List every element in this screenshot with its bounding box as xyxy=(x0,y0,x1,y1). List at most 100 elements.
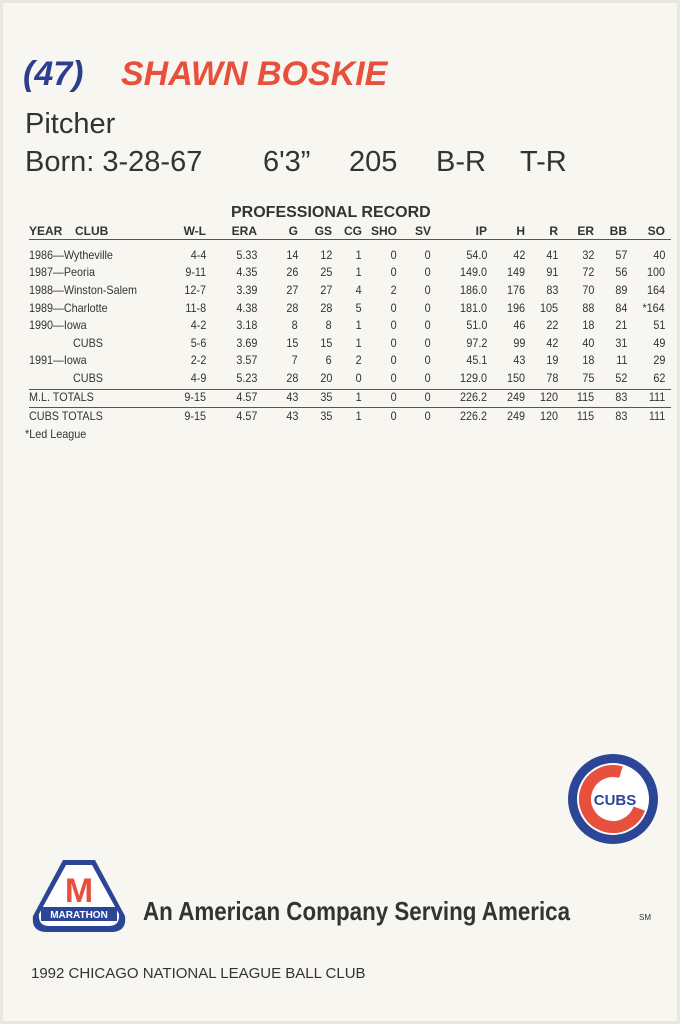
bats: B-R xyxy=(436,146,486,178)
column-header: BB xyxy=(609,224,627,238)
cell: 1 xyxy=(355,248,362,262)
cell: 42 xyxy=(545,336,558,350)
cell: 70 xyxy=(581,283,594,297)
cell: 1 xyxy=(355,409,362,423)
cell: 83 xyxy=(545,283,558,297)
cell: 6 xyxy=(325,353,332,367)
cell: 7 xyxy=(291,353,298,367)
cell: 91 xyxy=(545,265,558,279)
cell: 43 xyxy=(285,409,298,423)
cell: 12 xyxy=(319,248,332,262)
row-label: CUBS xyxy=(73,336,104,350)
footer: 1992 CHICAGO NATIONAL LEAGUE BALL CLUB xyxy=(31,965,366,982)
height: 6'3” xyxy=(263,146,311,178)
cell: 20 xyxy=(319,371,332,385)
cell: 26 xyxy=(285,265,298,279)
cell: 4.57 xyxy=(235,409,257,423)
cell: 4-4 xyxy=(190,248,206,262)
cell: 164 xyxy=(646,283,665,297)
cell: 111 xyxy=(648,390,665,404)
cell: 15 xyxy=(319,336,332,350)
cell: 42 xyxy=(512,248,525,262)
cell: 0 xyxy=(390,390,397,404)
cell: 49 xyxy=(652,336,665,350)
cell: 25 xyxy=(319,265,332,279)
column-header: ER xyxy=(577,224,594,238)
cell: 3.69 xyxy=(235,336,257,350)
cell: 99 xyxy=(512,336,525,350)
cell: 3.57 xyxy=(235,353,257,367)
cell: 1 xyxy=(355,265,362,279)
cell: 9-15 xyxy=(184,390,206,404)
cell: 43 xyxy=(285,390,298,404)
cell: 1 xyxy=(355,318,362,332)
rule xyxy=(29,389,671,390)
cell: 9-11 xyxy=(185,265,206,279)
cell: 181.0 xyxy=(459,301,487,315)
cell: 1 xyxy=(355,390,362,404)
cell: 9-15 xyxy=(184,409,206,423)
cell: 2 xyxy=(390,283,397,297)
cell: 0 xyxy=(424,283,431,297)
column-header: G xyxy=(288,224,298,238)
cell: 51.0 xyxy=(465,318,487,332)
slogan-mark: SM xyxy=(639,913,651,922)
column-header: CLUB xyxy=(75,224,109,238)
cell: 4.35 xyxy=(235,265,257,279)
cell: 249 xyxy=(506,390,525,404)
cell: 0 xyxy=(390,336,397,350)
row-label: CUBS xyxy=(73,371,104,385)
cell: 51 xyxy=(652,318,665,332)
cell: 43 xyxy=(512,353,525,367)
cell: 176 xyxy=(506,283,525,297)
cell: 35 xyxy=(319,409,332,423)
row-label: M.L. TOTALS xyxy=(29,390,94,404)
cell: 75 xyxy=(581,371,594,385)
cell: 129.0 xyxy=(459,371,487,385)
rule xyxy=(29,407,671,408)
cell: 27 xyxy=(319,283,332,297)
cell: 100 xyxy=(646,265,665,279)
cell: 0 xyxy=(355,371,362,385)
cell: 18 xyxy=(581,353,594,367)
cell: 78 xyxy=(545,371,558,385)
cell: 0 xyxy=(390,301,397,315)
column-header: CG xyxy=(344,224,362,238)
cell: 27 xyxy=(285,283,298,297)
cell: 12-7 xyxy=(184,283,206,297)
cell: 4.57 xyxy=(235,390,257,404)
cubs-logo: CUBS xyxy=(568,754,658,844)
cell: 4.38 xyxy=(235,301,257,315)
cell: 0 xyxy=(390,409,397,423)
cell: 97.2 xyxy=(465,336,487,350)
column-header: SHO xyxy=(370,224,397,238)
cell: 120 xyxy=(539,409,558,423)
column-header: R xyxy=(549,224,558,238)
cell: 11-8 xyxy=(185,301,206,315)
cell: 0 xyxy=(424,390,431,404)
cell: 46 xyxy=(512,318,525,332)
cell: 28 xyxy=(319,301,332,315)
row-label: CUBS TOTALS xyxy=(29,409,103,423)
cell: 149 xyxy=(506,265,525,279)
cell: 35 xyxy=(319,390,332,404)
cell: 0 xyxy=(424,336,431,350)
logo-band xyxy=(41,907,117,921)
cell: 5.23 xyxy=(235,371,257,385)
cell: 0 xyxy=(424,301,431,315)
row-label: 1990—Iowa xyxy=(29,318,87,332)
cell: 3.18 xyxy=(235,318,257,332)
cell: 32 xyxy=(581,248,594,262)
cell: 149.0 xyxy=(459,265,487,279)
cell: 0 xyxy=(390,318,397,332)
cell: 22 xyxy=(545,318,558,332)
cell: 21 xyxy=(614,318,627,332)
cell: 18 xyxy=(581,318,594,332)
cell: 72 xyxy=(581,265,594,279)
cell: 5.33 xyxy=(235,248,257,262)
column-header: SO xyxy=(647,224,665,238)
cell: 28 xyxy=(285,301,298,315)
cell: 0 xyxy=(424,371,431,385)
cell: 120 xyxy=(539,390,558,404)
